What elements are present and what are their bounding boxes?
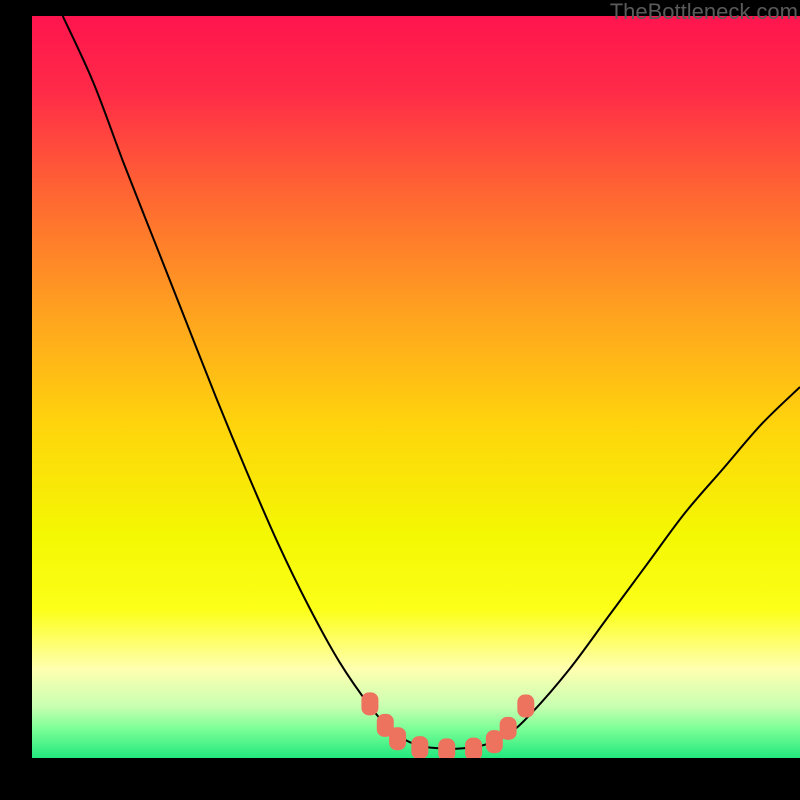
scatter-marker (390, 728, 406, 750)
scatter-marker (362, 693, 378, 715)
chart-frame (0, 0, 800, 800)
plot-svg (32, 16, 800, 758)
scatter-marker (439, 739, 455, 758)
scatter-marker (500, 717, 516, 739)
watermark-text: TheBottleneck.com (610, 0, 798, 25)
scatter-marker (518, 695, 534, 717)
scatter-marker (412, 737, 428, 758)
scatter-marker (466, 738, 482, 758)
gradient-background (32, 16, 800, 758)
plot-area (32, 16, 800, 758)
